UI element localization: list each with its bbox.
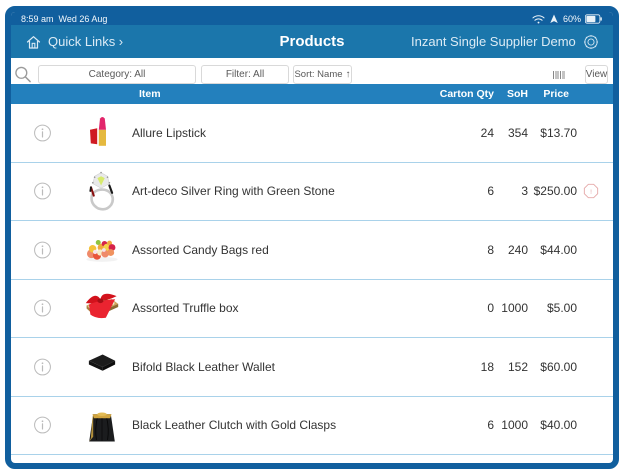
svg-text:!: ! xyxy=(590,189,592,196)
